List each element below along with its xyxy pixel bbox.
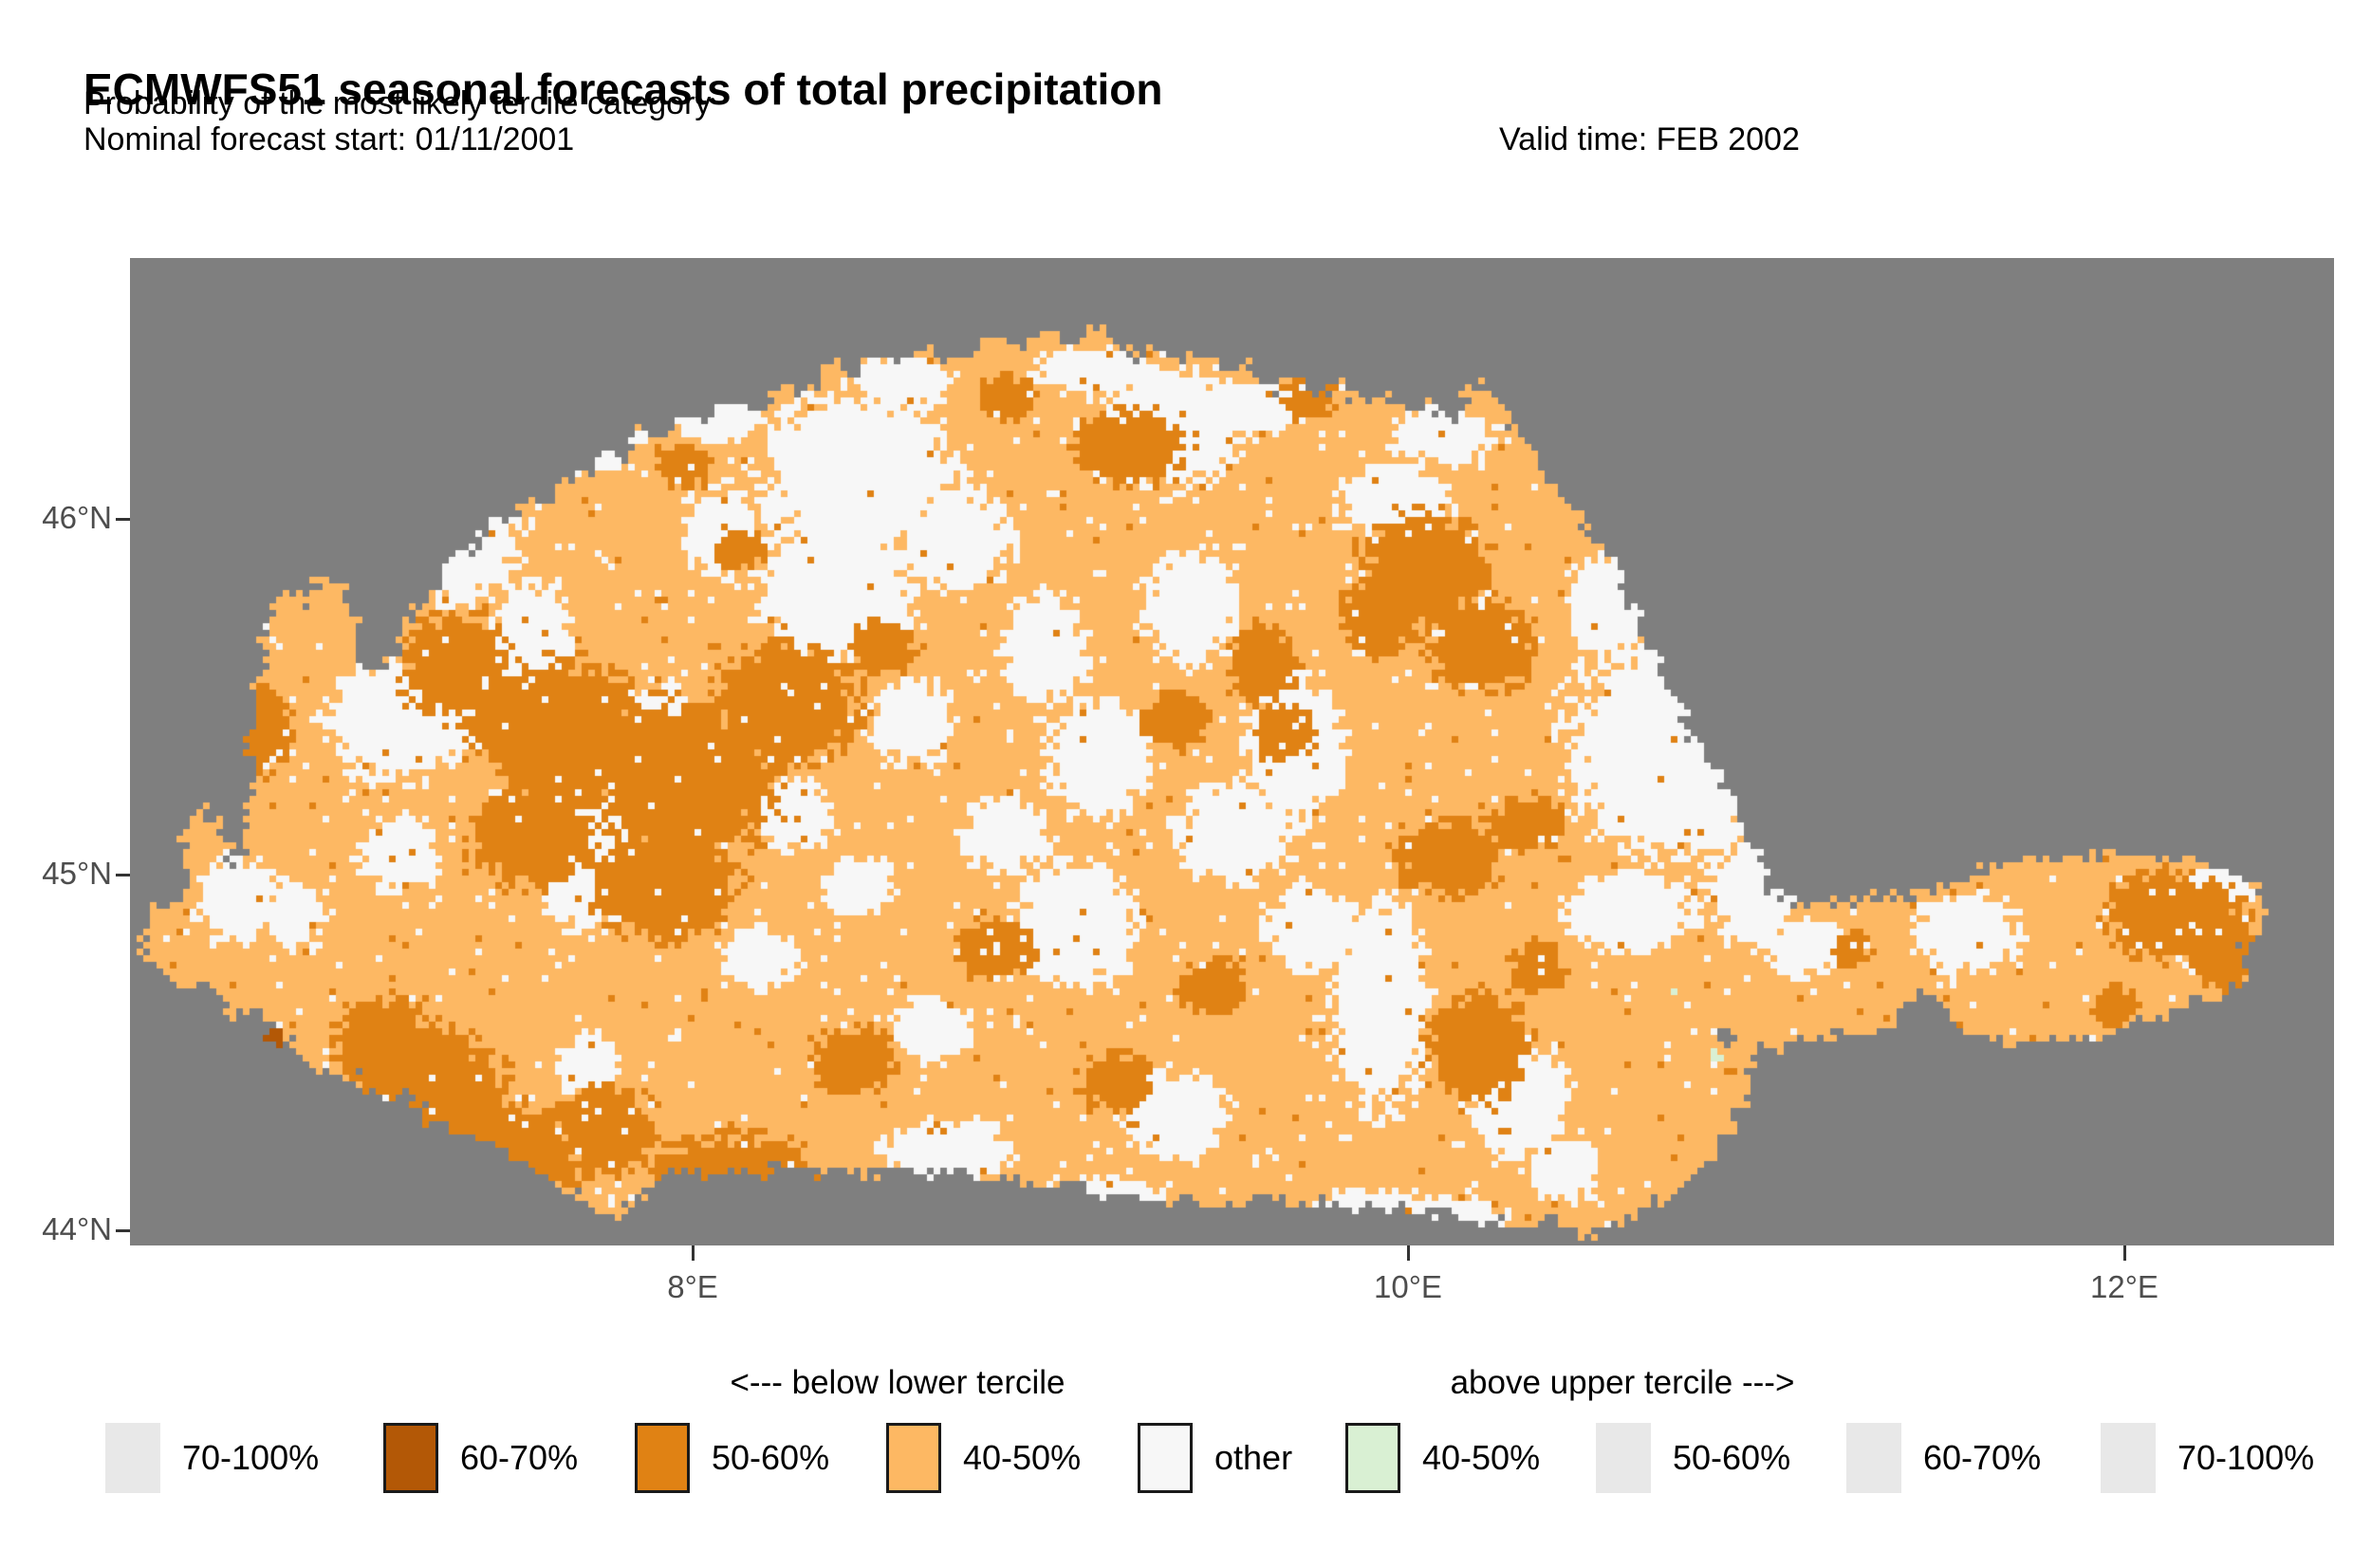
x-tick-mark: [2123, 1245, 2126, 1261]
legend-label-7: 60-70%: [1923, 1438, 2042, 1477]
y-tick-label-0: 46°N: [42, 500, 112, 535]
legend-below-header: <--- below lower tercile: [730, 1364, 1065, 1401]
legend-swatch-5: [1345, 1423, 1400, 1493]
valid-time-label: Valid time: FEB 2002: [1499, 121, 1800, 157]
subtitle: Probability of the most likely tercile c…: [83, 85, 712, 121]
legend-swatch-3: [886, 1423, 941, 1493]
y-tick-label-1: 45°N: [42, 856, 112, 891]
x-tick-label-1: 10°E: [1374, 1269, 1442, 1304]
legend-item-7: 60-70%: [1846, 1423, 2041, 1493]
x-tick-label-2: 12°E: [2090, 1269, 2158, 1304]
legend-item-1: 60-70%: [383, 1423, 578, 1493]
forecast-start-label: Nominal forecast start: 01/11/2001: [83, 121, 575, 157]
legend-item-3: 40-50%: [886, 1423, 1081, 1493]
legend-above-header: above upper tercile --->: [1450, 1364, 1795, 1401]
legend-item-4: other: [1138, 1423, 1292, 1493]
legend-label-6: 50-60%: [1673, 1438, 1791, 1477]
y-tick-mark: [116, 1229, 130, 1232]
legend-label-0: 70-100%: [182, 1438, 320, 1477]
legend-swatch-1: [383, 1423, 438, 1493]
map-panel: [130, 258, 2334, 1245]
legend-swatch-6: [1596, 1423, 1651, 1493]
x-tick-mark: [692, 1245, 695, 1261]
legend-label-8: 70-100%: [2177, 1438, 2315, 1477]
legend-swatch-8: [2101, 1423, 2156, 1493]
legend-swatch-2: [635, 1423, 690, 1493]
legend-swatch-7: [1846, 1423, 1901, 1493]
y-tick-mark: [116, 518, 130, 521]
legend-label-4: other: [1214, 1438, 1293, 1477]
legend-item-5: 40-50%: [1345, 1423, 1540, 1493]
x-tick-mark: [1407, 1245, 1410, 1261]
legend-label-5: 40-50%: [1422, 1438, 1541, 1477]
y-tick-label-2: 44°N: [42, 1211, 112, 1246]
legend-item-6: 50-60%: [1596, 1423, 1790, 1493]
legend-item-8: 70-100%: [2101, 1423, 2314, 1493]
legend-item-0: 70-100%: [105, 1423, 319, 1493]
legend-label-3: 40-50%: [963, 1438, 1082, 1477]
legend-label-2: 50-60%: [712, 1438, 830, 1477]
legend-label-1: 60-70%: [460, 1438, 579, 1477]
legend-item-2: 50-60%: [635, 1423, 829, 1493]
map-raster: [130, 258, 2334, 1245]
legend-swatch-0: [105, 1423, 160, 1493]
page-title: ECMWFS51 seasonal forecasts of total pre…: [83, 64, 1163, 114]
y-tick-mark: [116, 874, 130, 876]
x-tick-label-0: 8°E: [667, 1269, 718, 1304]
legend-swatch-4: [1138, 1423, 1193, 1493]
